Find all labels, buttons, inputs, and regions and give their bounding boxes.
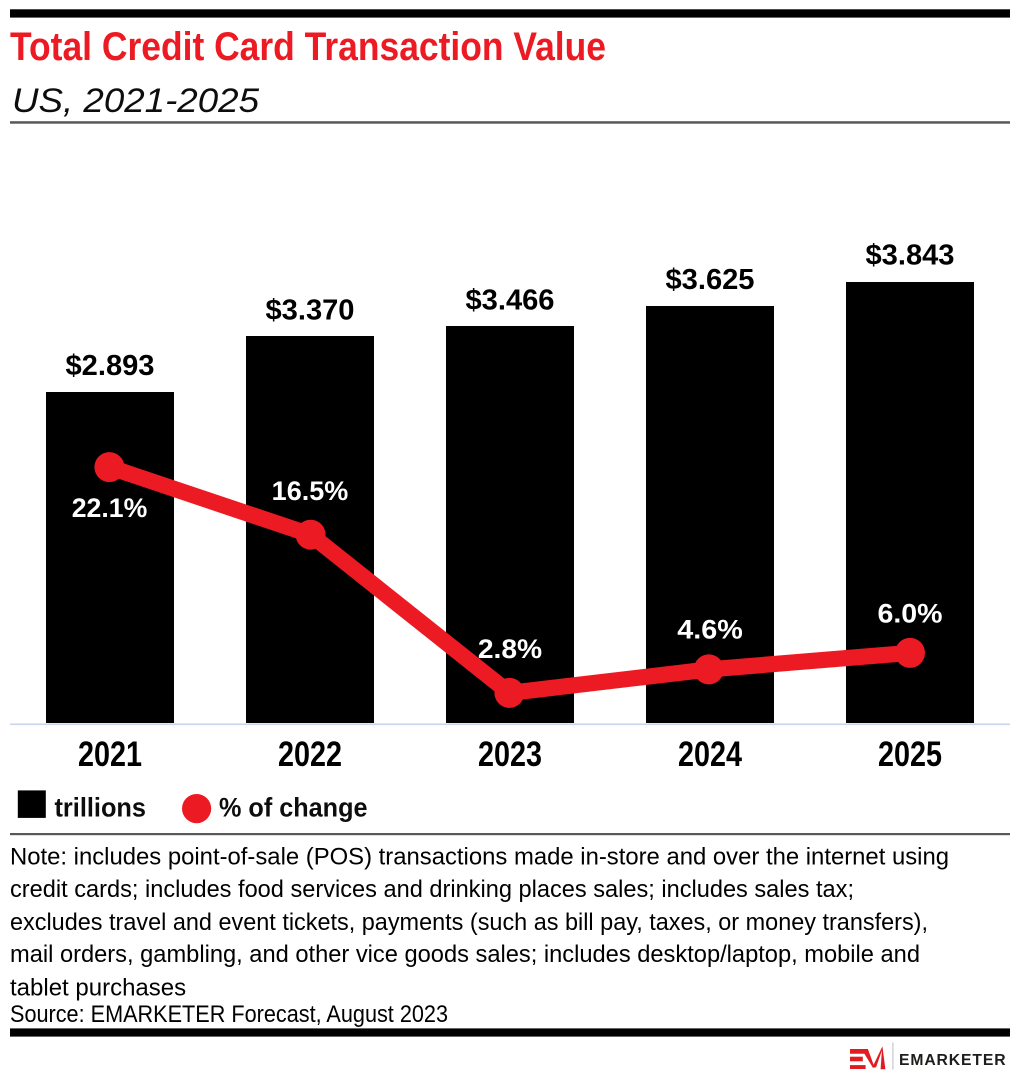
svg-text:4.6%: 4.6%	[677, 615, 743, 645]
svg-text:US, 2021-2025: US, 2021-2025	[12, 82, 260, 120]
svg-text:2025: 2025	[878, 735, 942, 774]
svg-text:Source: EMARKETER Forecast, Au: Source: EMARKETER Forecast, August 2023	[10, 1001, 448, 1028]
svg-text:Note: includes point-of-sale (: Note: includes point-of-sale (POS) trans…	[10, 844, 949, 871]
svg-text:22.1%: 22.1%	[72, 493, 148, 523]
svg-text:$3.466: $3.466	[466, 284, 555, 316]
svg-text:$2.893: $2.893	[66, 349, 155, 381]
svg-text:2021: 2021	[78, 735, 142, 774]
svg-text:% of change: % of change	[219, 792, 368, 822]
svg-text:$3.370: $3.370	[266, 294, 355, 326]
svg-text:excludes travel and event tick: excludes travel and event tickets, payme…	[10, 909, 928, 936]
svg-text:16.5%: 16.5%	[272, 476, 349, 506]
svg-text:mail orders, gambling, and oth: mail orders, gambling, and other vice go…	[10, 941, 920, 968]
svg-text:2023: 2023	[478, 735, 542, 774]
svg-text:2024: 2024	[678, 735, 742, 774]
svg-text:tablet purchases: tablet purchases	[10, 974, 186, 1001]
svg-text:$3.843: $3.843	[866, 238, 955, 270]
svg-text:6.0%: 6.0%	[878, 599, 943, 629]
svg-text:trillions: trillions	[55, 792, 147, 822]
svg-text:credit cards; includes food se: credit cards; includes food services and…	[10, 876, 854, 903]
svg-text:$3.625: $3.625	[666, 263, 755, 295]
svg-text:Total Credit Card Transaction: Total Credit Card Transaction Value	[10, 25, 606, 69]
svg-text:2.8%: 2.8%	[478, 634, 542, 664]
svg-text:2022: 2022	[278, 735, 342, 774]
svg-text:EMARKETER: EMARKETER	[899, 1052, 1006, 1069]
